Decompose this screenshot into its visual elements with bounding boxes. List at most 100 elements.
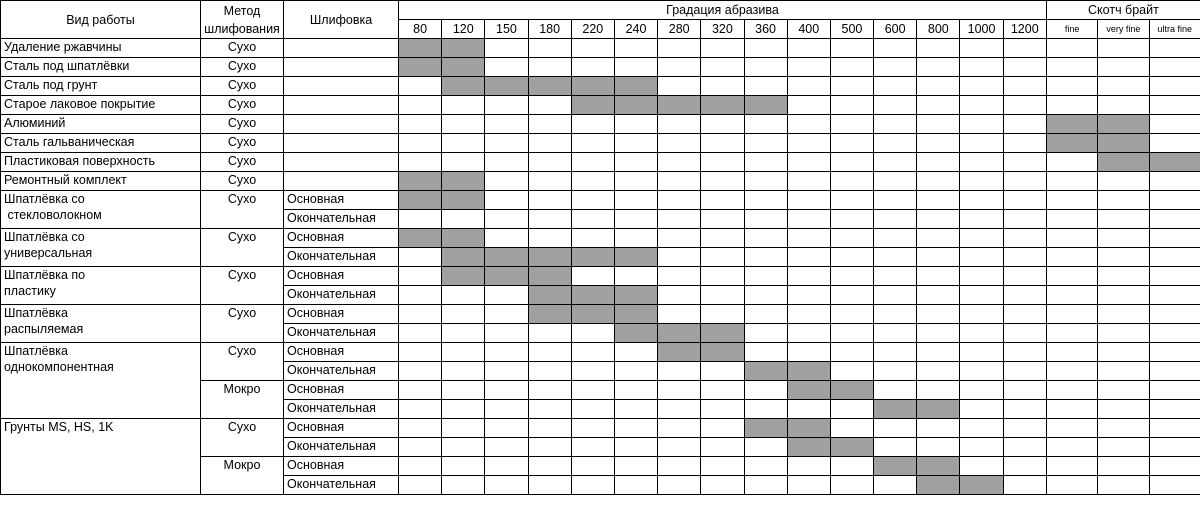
grade-cell: [613, 437, 659, 457]
grade-header-1000: 1000: [959, 19, 1004, 39]
grade-cell: [527, 95, 572, 115]
grade-cell: [959, 247, 1004, 267]
method: Сухо: [200, 304, 284, 343]
grade-cell: [613, 399, 659, 419]
grade-cell: [527, 475, 572, 495]
work-type-line: Пластиковая поверхность: [4, 154, 156, 168]
grade-cell: [1097, 304, 1150, 324]
stage: Окончательная: [283, 209, 399, 229]
grade-cell: [484, 456, 529, 476]
grade-cell-marked: [1097, 114, 1150, 134]
grade-cell: [786, 57, 831, 77]
grade-cell: [570, 209, 615, 229]
grade-cell: [1097, 342, 1150, 362]
grade-cell: [657, 266, 702, 286]
grade-cell: [1148, 76, 1200, 96]
grade-cell: [441, 342, 486, 362]
grade-cell: [657, 456, 702, 476]
grade-cell: [700, 361, 745, 381]
work-type: Сталь под грунт: [0, 76, 201, 96]
grade-cell: [743, 114, 788, 134]
grade-cell: [873, 209, 918, 229]
work-type: Шпатлёвка однокомпонентная: [0, 342, 201, 419]
grade-cell: [1045, 475, 1099, 495]
grade-cell: [743, 228, 788, 248]
grade-cell: [959, 133, 1004, 153]
grade-cell: [484, 38, 529, 58]
grade-cell: [1097, 437, 1150, 457]
grade-cell: [916, 171, 961, 191]
grade-cell: [916, 247, 961, 267]
grade-header-240: 240: [613, 19, 659, 39]
table-row: Мокро Основная: [1, 380, 1200, 419]
grade-cell: [657, 228, 702, 248]
grade-cell: [1045, 57, 1099, 77]
grade-cell: [397, 456, 443, 476]
grade-cell: [484, 152, 529, 172]
grade-cell: [873, 228, 918, 248]
grade-cell: [1045, 437, 1099, 457]
grade-cell: [657, 133, 702, 153]
grade-cell: [829, 342, 875, 362]
grade-cell: [1097, 399, 1150, 419]
grade-header-600: 600: [873, 19, 918, 39]
work-type: Шпатлёвка по пластику: [0, 266, 201, 305]
grade-cell: [1045, 304, 1099, 324]
grade-cell: [959, 228, 1004, 248]
grade-cell-marked: [829, 380, 875, 400]
grade-cell: [613, 133, 659, 153]
grade-cell: [484, 475, 529, 495]
work-type-line: универсальная: [4, 246, 93, 260]
grade-cell: [441, 399, 486, 419]
grade-cell: [484, 190, 529, 210]
stage: Окончательная: [283, 323, 399, 343]
grade-cell: [916, 361, 961, 381]
grade-cell: [1148, 380, 1200, 400]
grade-cell: [570, 399, 615, 419]
grade-cell: [1045, 380, 1099, 400]
grade-cell-marked: [441, 38, 486, 58]
grade-cell-marked: [743, 361, 788, 381]
grade-cell: [484, 437, 529, 457]
grade-cell: [613, 266, 659, 286]
grade-cell: [873, 38, 918, 58]
grade-cell: [1002, 456, 1047, 476]
grade-cell: [397, 133, 443, 153]
grade-cell: [570, 38, 615, 58]
grade-cell: [441, 418, 486, 438]
grade-cell-marked: [441, 190, 486, 210]
grade-cell: [829, 57, 875, 77]
grade-cell: [397, 475, 443, 495]
grade-cell: [441, 456, 486, 476]
grade-cell: [1097, 171, 1150, 191]
stage: Основная: [283, 228, 399, 248]
grade-cell: [959, 399, 1004, 419]
grade-cell: [657, 361, 702, 381]
work-type: Пластиковая поверхность: [0, 152, 201, 172]
grade-cell: [527, 418, 572, 438]
grade-cell-marked: [916, 456, 961, 476]
grade-cell: [657, 399, 702, 419]
grade-cell-marked: [613, 285, 659, 305]
grade-cell: [1002, 209, 1047, 229]
grade-cell: [1148, 209, 1200, 229]
grade-cell: [397, 342, 443, 362]
grade-cell: [959, 285, 1004, 305]
grade-cell: [1002, 323, 1047, 343]
grade-cell: [570, 171, 615, 191]
grade-cell: [484, 285, 529, 305]
work-type: Сталь гальваническая: [0, 133, 201, 153]
grade-cell: [1148, 266, 1200, 286]
grade-cell: [829, 152, 875, 172]
grade-cell-marked: [570, 304, 615, 324]
grade-cell: [700, 171, 745, 191]
grade-cell: [484, 418, 529, 438]
grade-cell: [786, 228, 831, 248]
grade-cell: [1097, 418, 1150, 438]
stage: [283, 57, 399, 77]
grade-cell: [570, 57, 615, 77]
grade-cell: [916, 304, 961, 324]
grade-cell: [786, 152, 831, 172]
grade-cell: [657, 380, 702, 400]
grade-cell: [1045, 418, 1099, 438]
